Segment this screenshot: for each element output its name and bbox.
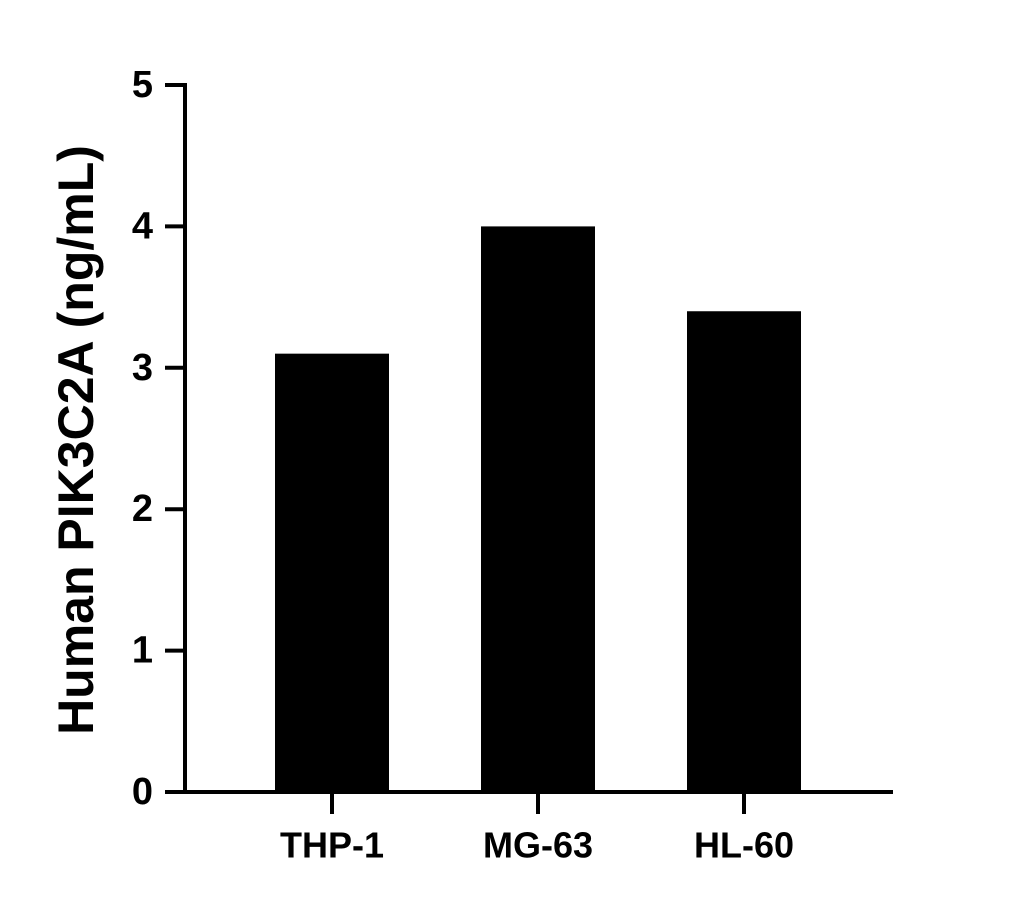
bar <box>275 353 389 792</box>
y-axis-label: Human PIK3C2A (ng/mL) <box>48 145 104 735</box>
y-tick-label: 2 <box>132 488 153 530</box>
y-tick-label: 4 <box>132 205 153 247</box>
y-tick-label: 1 <box>132 630 153 672</box>
y-tick-label: 3 <box>132 347 153 389</box>
x-tick-label: MG-63 <box>483 825 593 866</box>
x-tick-label: HL-60 <box>694 825 794 866</box>
x-tick-label: THP-1 <box>280 825 384 866</box>
bar <box>687 311 801 792</box>
y-tick-label: 0 <box>132 771 153 813</box>
bar <box>481 226 595 792</box>
y-tick-label: 5 <box>132 64 153 106</box>
